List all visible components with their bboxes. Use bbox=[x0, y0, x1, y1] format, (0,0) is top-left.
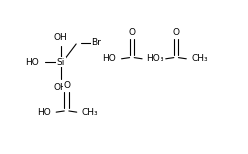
Text: CH₃: CH₃ bbox=[147, 54, 164, 63]
Text: HO: HO bbox=[25, 58, 39, 67]
Text: O: O bbox=[128, 28, 135, 37]
Text: Si: Si bbox=[57, 58, 65, 67]
Text: O: O bbox=[63, 81, 70, 90]
Text: Br: Br bbox=[92, 38, 101, 47]
Text: O: O bbox=[173, 28, 180, 37]
Text: CH₃: CH₃ bbox=[191, 54, 208, 63]
Text: OH: OH bbox=[54, 33, 68, 42]
Text: CH₃: CH₃ bbox=[82, 108, 98, 117]
Text: HO: HO bbox=[147, 54, 160, 63]
Text: HO: HO bbox=[102, 54, 116, 63]
Text: HO: HO bbox=[37, 108, 51, 117]
Text: OH: OH bbox=[54, 83, 68, 91]
